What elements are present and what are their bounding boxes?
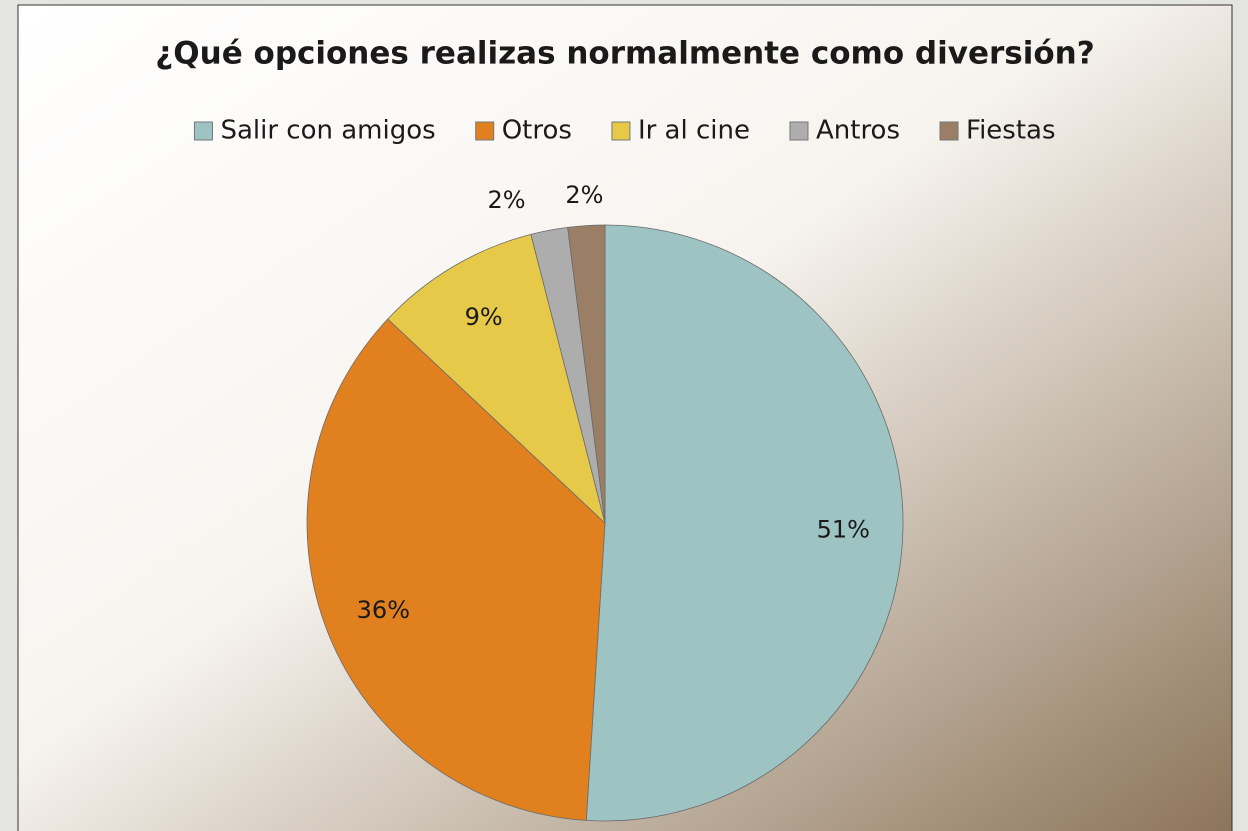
data-label: 36% [357, 596, 410, 624]
pie-slice [585, 224, 904, 822]
pie-slice [306, 318, 606, 821]
legend-swatch [475, 121, 495, 141]
pie-slice [567, 224, 606, 524]
chart-title: ¿Qué opciones realizas normalmente como … [155, 36, 1094, 72]
data-label: 9% [465, 303, 503, 331]
legend-label: Antros [816, 116, 900, 146]
data-label: 2% [565, 181, 603, 209]
legend-label: Salir con amigos [220, 116, 435, 146]
legend-swatch [611, 121, 631, 141]
legend-swatch [193, 121, 213, 141]
legend-swatch [939, 121, 959, 141]
legend: Salir con amigos Otros Ir al cine Antros Fie… [193, 116, 1056, 146]
pie: 51% 36% 9% 2% 2% [306, 181, 904, 822]
data-label: 2% [487, 186, 525, 214]
pie-slice [387, 233, 606, 525]
legend-label: Ir al cine [638, 116, 750, 146]
data-label: 51% [817, 515, 870, 543]
legend-label: Otros [502, 116, 572, 146]
legend-label: Fiestas [966, 116, 1056, 146]
legend-swatch [789, 121, 809, 141]
